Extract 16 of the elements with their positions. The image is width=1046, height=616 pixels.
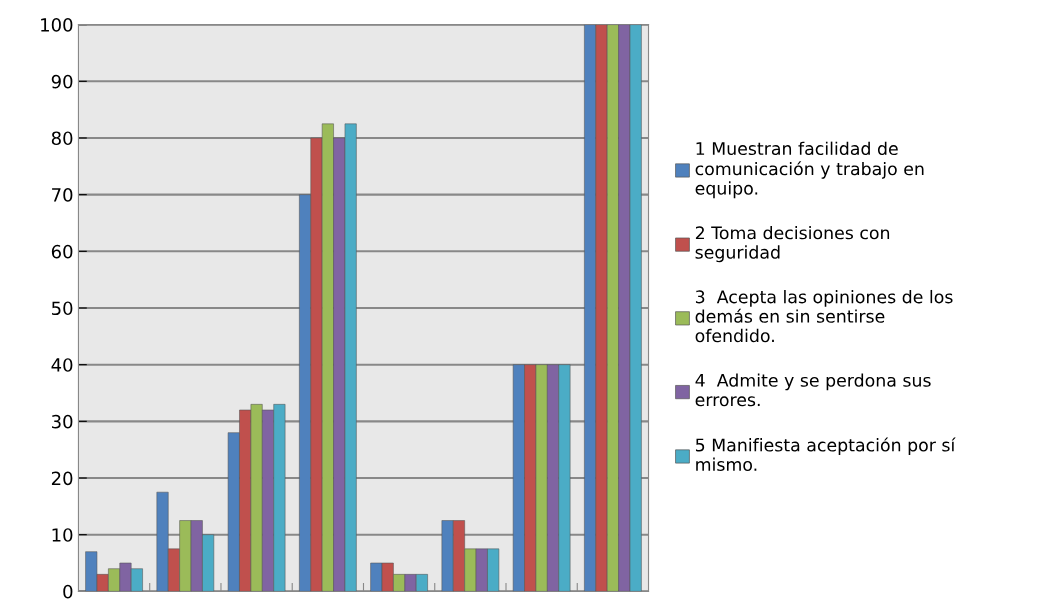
legend-label: 4 Admite y se perdona sus errores.: [695, 373, 931, 407]
y-tick-label: 10: [52, 528, 73, 542]
legend-label: 2 Toma decisiones con seguridad: [695, 225, 890, 263]
legend-label: 5 Manifiesta aceptación por sí mismo.: [695, 437, 956, 471]
y-tick-label: 40: [51, 358, 73, 372]
y-tick-label: 90: [51, 74, 73, 89]
y-tick-label: 70: [52, 188, 73, 202]
y-tick-label: 80: [51, 131, 73, 146]
legend-label: 1 Muestran facilidad de comunicación y trabajo en equipo.: [695, 141, 924, 199]
legend-label: 3 Acepta las opiniones de los demás en sin sentirse ofendido.: [695, 289, 953, 343]
y-tick-label: 50: [52, 301, 73, 316]
y-tick-label: 100: [41, 18, 73, 32]
y-tick-label: 60: [51, 244, 73, 259]
y-tick-label: 20: [51, 471, 73, 486]
y-tick-label: 30: [51, 414, 73, 429]
y-tick-label: 0: [63, 584, 73, 599]
